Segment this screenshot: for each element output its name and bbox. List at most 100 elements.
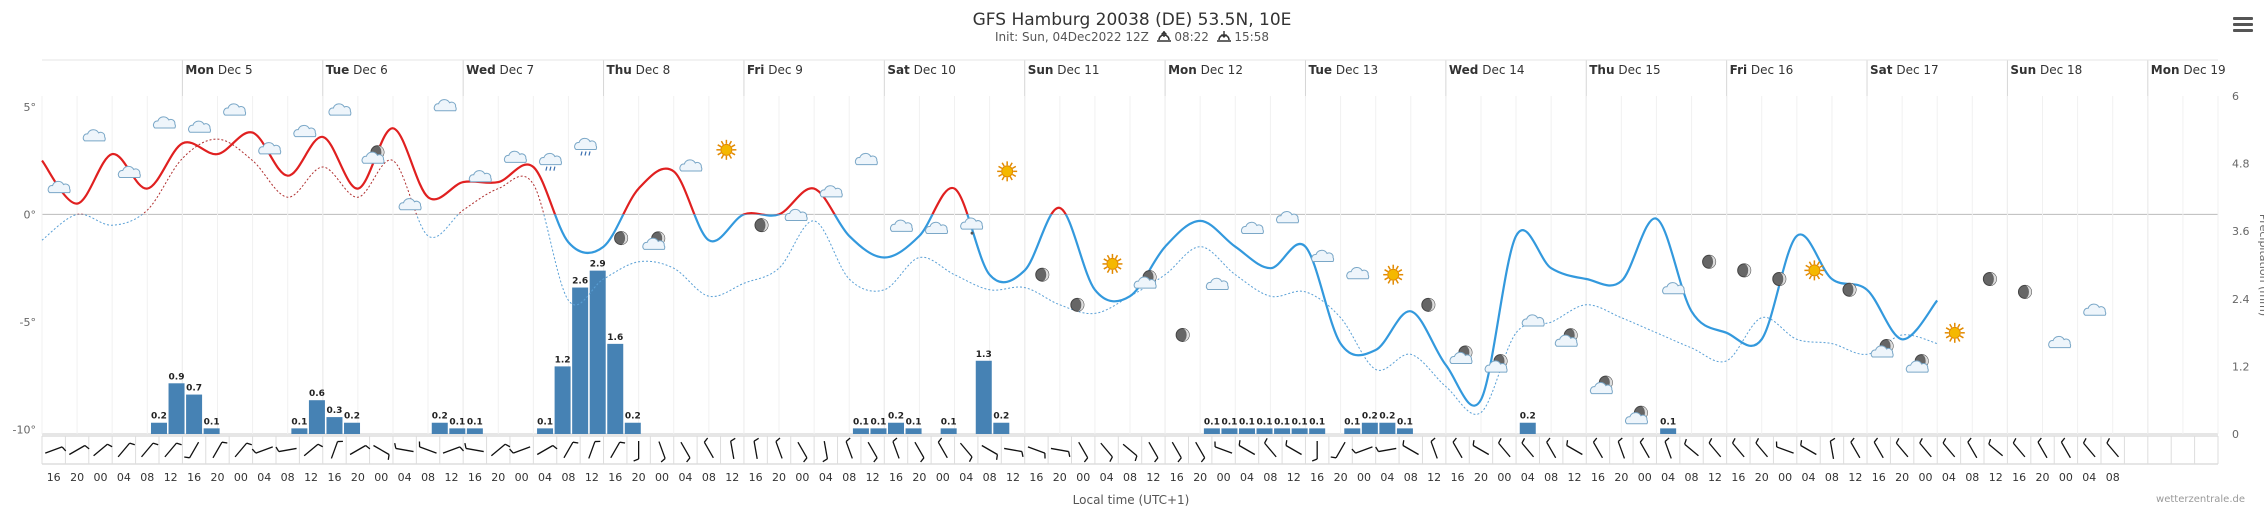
moon-icon [1702,254,1717,269]
hour-tick-label: 04 [959,471,973,484]
day-date: Dec 5 [214,63,252,77]
precip-bar-label: 0.2 [151,412,167,422]
precip-bar-label: 0.1 [449,417,465,427]
chart-title: GFS Hamburg 20038 (DE) 53.5N, 10E [972,10,1292,30]
wind-barb-shaft [1639,441,1650,459]
cloud-shape [960,217,984,230]
wind-row [41,435,2219,465]
temp-min-line-warm [75,138,545,215]
precip-bar [993,422,1010,434]
hour-tick-label: 00 [2059,471,2073,484]
wind-barb-icon [303,443,324,457]
wind-barb-icon [164,442,182,458]
hour-tick-label: 12 [1989,471,2003,484]
cloud-icon [925,221,948,234]
hour-tick-label: 00 [1919,471,1933,484]
precip-bar-label: 0.1 [1309,417,1325,427]
precip-bar-label: 0.1 [1274,417,1290,427]
cloud-icon [328,103,352,116]
hamburger-menu-icon[interactable] [2233,14,2253,35]
wind-barb-shaft [1285,444,1302,456]
wind-barb-icon [1775,441,1794,454]
cloud-shape [890,219,913,232]
sun-ray [1114,268,1119,273]
cloud-shape [1625,412,1648,425]
moon-icon [1035,267,1050,282]
sunrise-time: 08:22 [1174,30,1209,44]
wind-barb-feather [1919,438,1923,444]
precip-bar [589,270,606,434]
hour-tick-label: 08 [1685,471,1699,484]
cloud-icon [223,103,247,116]
wind-barb-icon [212,441,228,459]
wind-barb-shaft [1148,441,1159,459]
wind-barb-feather [387,454,390,460]
sun-ray [1011,173,1017,177]
wind-barb-feather [1134,455,1138,462]
sun-disc [1001,165,1014,178]
wind-barb-feather [1895,438,1900,444]
precip-bar-label: 0.1 [853,417,869,427]
cloud-shape [1870,345,1894,358]
wind-barb-shaft [845,441,853,459]
wind-barb-feather [176,442,182,446]
wind-barb-icon [959,442,973,462]
cloud-shape [117,165,141,179]
wind-barb-icon [1238,440,1256,456]
moon-phase [1989,272,1997,286]
wind-barb-feather [937,437,943,443]
moon-cloud-icon [1905,354,1929,373]
sun-ray [1009,162,1013,167]
wind-barb-icon [373,444,390,460]
day-label: Mon Dec 5 [185,63,252,77]
hour-tick-label: 16 [468,471,482,484]
sun-ray [1106,268,1111,273]
hour-tick-label: 04 [257,471,271,484]
precip-bar-label: 0.1 [1660,417,1676,427]
hour-tick-label: 12 [1568,471,1582,484]
wind-barb-shaft [1100,442,1113,458]
sun-ray [1398,277,1403,281]
precip-bar [607,343,624,434]
precip-tick-label: 1.2 [2232,360,2250,373]
hour-tick-label: 20 [491,471,505,484]
wind-barb-feather [995,454,999,460]
wind-barb-shaft [1452,441,1463,459]
wind-barb-shaft [395,447,414,453]
wind-barb-icon [822,441,829,463]
wind-barb-shaft [45,446,63,454]
sun-ray [1805,264,1810,269]
cloud-shape [679,159,703,172]
moon-icon [1421,297,1436,312]
cloud-shape [854,152,878,166]
grid-layer [41,59,2219,435]
hour-tick-label: 16 [1029,471,1043,484]
day-name: Sun [1028,63,1054,77]
sun-ray [720,154,725,159]
wind-barb-feather [1566,440,1569,446]
cloud-icon [293,124,317,138]
precip-bar [852,428,869,434]
wind-barb-feather [730,437,736,442]
wind-barb-icon [1078,441,1089,463]
wind-barb-feather [775,437,781,443]
wind-barb-icon [730,437,736,459]
moon-icon [1737,263,1752,278]
wind-barb-shaft [588,441,596,459]
hour-tick-label: 04 [1942,471,1956,484]
day-date: Dec 18 [2036,63,2082,77]
wind-barb-feather [703,437,709,443]
wind-barb-shaft [1566,444,1583,456]
hour-tick-label: 08 [1123,471,1137,484]
wind-barb-shaft [1355,446,1373,454]
wind-barb-icon [251,446,273,454]
cloud-shape [398,198,422,211]
wind-barb-icon [275,446,297,453]
precip-bar [326,417,343,434]
wind-barb-shaft [1988,443,2004,457]
wind-barb-shaft [1402,444,1419,456]
hour-tick-label: 00 [1217,471,1231,484]
wind-barb-feather [221,441,228,444]
wind-barb-icon [394,443,414,453]
cloud-icon [153,116,176,129]
